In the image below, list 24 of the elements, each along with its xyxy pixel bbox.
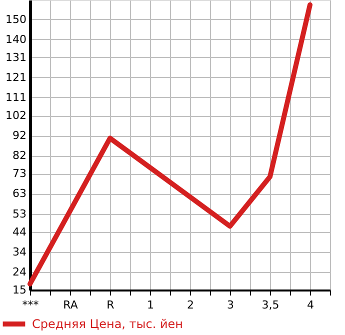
x-tick-label: 4 — [307, 298, 314, 312]
y-tick-label: 82 — [12, 149, 26, 162]
x-tick-label: *** — [22, 298, 40, 312]
y-tick-label: 140 — [6, 32, 26, 46]
y-tick-label: 15 — [12, 284, 26, 296]
y-tick-label: 63 — [12, 187, 26, 200]
x-tick-label: R — [106, 298, 115, 312]
legend-label: Средняя Цена, тыс. йен — [32, 317, 184, 331]
x-tick-label: 1 — [147, 298, 154, 312]
y-tick-label: 102 — [6, 109, 26, 122]
y-tick-label: 92 — [12, 129, 26, 142]
y-tick-label: 24 — [12, 265, 26, 278]
y-tick-label: 111 — [6, 90, 26, 104]
x-tick-label: 2 — [187, 298, 194, 312]
y-tick-label: 73 — [12, 167, 26, 180]
y-tick-label: 34 — [12, 245, 26, 258]
y-tick-label: 121 — [6, 70, 26, 84]
x-tick-label: 3,5 — [262, 298, 280, 312]
x-tick-label: RA — [63, 298, 78, 312]
y-tick-label: 131 — [6, 50, 26, 64]
y-tick-label: 53 — [12, 207, 26, 220]
x-tick-label: 3 — [227, 298, 234, 312]
y-tick-label: 150 — [6, 12, 26, 26]
y-tick-label: 44 — [12, 225, 26, 238]
